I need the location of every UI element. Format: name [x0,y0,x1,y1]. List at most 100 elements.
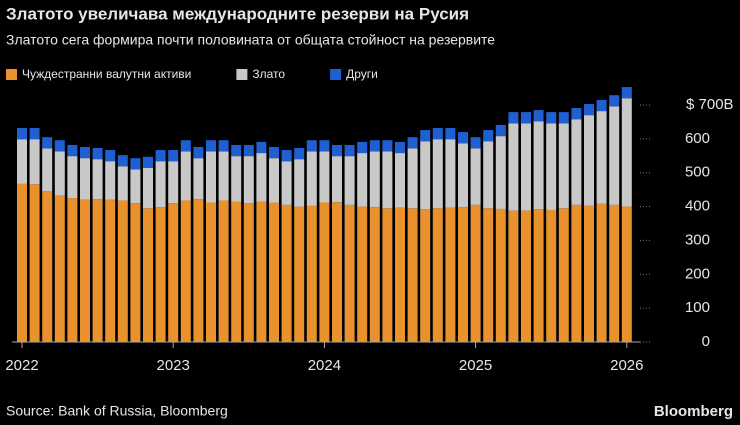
bar-segment [382,151,393,209]
brand: Bloomberg [654,403,733,420]
chart-subtitle: Златото сега формира почти половината от… [6,32,495,48]
bar-segment [243,203,254,342]
bar-segment [470,204,481,342]
bar-segment [29,128,40,140]
bar-segment [357,141,368,154]
bar-segment [609,95,620,107]
bar-segment [395,207,405,342]
bar-segment [621,98,632,207]
bar-segment [17,128,27,140]
bar-segment [584,115,594,206]
legend-label: Чуждестранни валутни активи [22,67,191,81]
bar-segment [218,140,229,152]
bar-segment [395,141,405,154]
bar-segment [243,144,254,157]
bar-segment [256,201,267,342]
bar-segment [521,210,531,342]
bar-segment [571,108,582,120]
y-tick-label: 200 [685,265,710,282]
bar-segment [609,204,620,342]
bar-segment [193,146,204,159]
bar-segment [193,199,204,342]
bar-segment [382,140,393,152]
bar-segment [533,209,544,342]
bar-segment [332,144,342,157]
bar-segment [143,167,153,209]
bar-segment [67,198,78,342]
bar-segment [558,123,569,209]
bar-segment [458,132,468,144]
bar-segment [54,140,65,152]
bar-segment [29,139,40,185]
bar-segment [369,151,380,208]
bar-segment [382,208,393,342]
bar-segment [369,207,380,342]
y-tick-label: 300 [685,231,710,248]
bar-segment [206,140,216,152]
bar-segment [445,207,456,342]
bar-segment [256,153,267,202]
bar-segment [67,144,78,157]
bar-segment [130,169,141,204]
bar-segment [231,156,242,202]
y-tick-label: 0 [702,333,710,350]
bar-segment [306,205,317,342]
bar-segment [269,158,279,203]
y-tick-label: 500 [685,164,710,181]
legend-swatch [6,69,17,80]
bar-segment [80,158,90,200]
bar-segment [54,151,65,196]
x-tick-label: 2022 [5,357,38,374]
bar-segment [546,112,557,124]
bar-segment [143,208,153,342]
bar-segment [483,141,494,209]
bar-segment [571,119,582,205]
bar-segment [344,156,355,205]
bar-segment [206,151,216,203]
bar-segment [105,150,116,162]
bar-segment [206,202,216,342]
bar-segment [269,202,279,342]
bar-segment [54,195,65,342]
bar-segment [42,148,53,192]
x-tick-label: 2026 [610,357,643,374]
bar-segment [445,139,456,208]
bar-segment [319,140,330,152]
bar-segment [180,151,191,201]
y-tick-label: $ 700B [686,96,734,113]
bar-segment [508,210,519,342]
legend-swatch [330,69,342,80]
bar-segment [17,183,27,342]
bar-segment [281,161,292,205]
bar-segment [117,166,128,201]
bar-segment [332,202,342,342]
x-tick-label: 2025 [459,357,492,374]
bar-segment [432,128,443,140]
bar-segment [155,161,166,208]
bar-segment [294,147,305,160]
bar-segment [231,144,242,157]
bar-segment [29,184,40,342]
bar-segment [395,153,405,208]
bar-segment [80,199,90,342]
bar-segment [306,151,317,206]
bar-segment [105,199,116,342]
bar-segment [218,151,229,201]
bar-segment [483,130,494,142]
bar-segment [155,150,166,162]
bar-segment [319,202,330,342]
bar-segment [319,151,330,203]
bar-segment [420,141,431,210]
bar-segment [533,110,544,122]
bar-segment [92,147,103,160]
bar-segment [180,140,191,152]
bar-segment [42,137,53,149]
legend-swatch [236,69,248,80]
bar-segment [306,140,317,152]
bar-segment [269,146,279,159]
bar-segment [495,208,506,342]
bar-segment [130,158,141,170]
bar-segment [546,123,557,210]
bar-segment [596,111,607,204]
